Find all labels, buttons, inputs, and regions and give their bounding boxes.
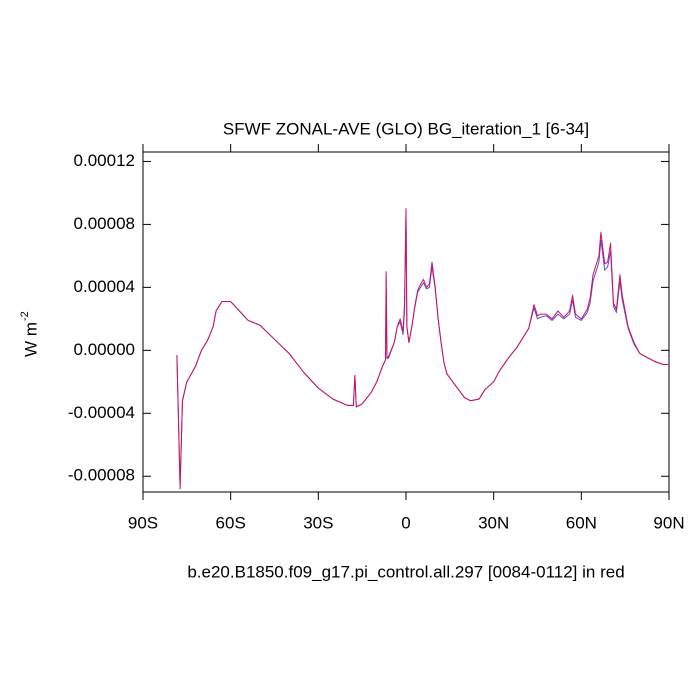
y-tick-label: 0.00008 (74, 214, 135, 233)
y-label: W m (21, 322, 40, 357)
y-tick-label: 0.00004 (74, 277, 135, 296)
series-line (176, 214, 669, 487)
y-tick-label: 0.00000 (74, 340, 135, 359)
x-tick-label: 0 (401, 513, 410, 532)
y-tick-label: -0.00004 (68, 403, 135, 422)
x-tick-label: 90N (653, 513, 684, 532)
x-tick-label: 60S (216, 513, 246, 532)
chart-title: SFWF ZONAL-AVE (GLO) BG_iteration_1 [6-3… (223, 119, 589, 138)
y-tick-label: -0.00008 (68, 466, 135, 485)
x-tick-label: 60N (566, 513, 597, 532)
x-tick-label: 90S (128, 513, 158, 532)
plot-frame (142, 151, 670, 493)
caption: b.e20.B1850.f09_g17.pi_control.all.297 [… (187, 562, 624, 581)
x-tick-label: 30S (303, 513, 333, 532)
y-label-sup: -2 (19, 311, 31, 321)
x-tick-label: 30N (478, 513, 509, 532)
y-axis-label: W m -2 (19, 311, 41, 357)
y-tick-label: 0.00012 (74, 151, 135, 170)
series-line (176, 208, 669, 490)
